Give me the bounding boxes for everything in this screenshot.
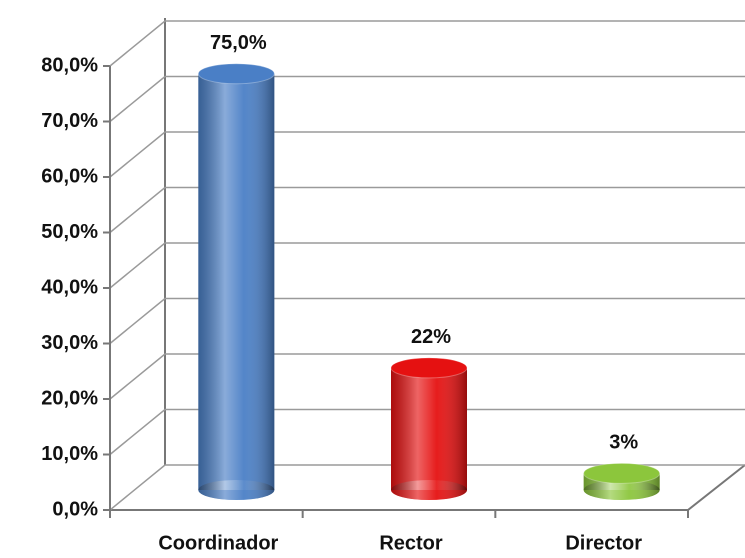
bar-shade — [391, 367, 467, 490]
bar-top — [197, 63, 275, 85]
grid-line — [109, 353, 745, 400]
grid-line — [109, 464, 745, 511]
grid-line — [109, 20, 745, 67]
x-tick-label: Rector — [379, 532, 443, 554]
y-tick-label: 0,0% — [52, 498, 98, 520]
value-label: 75,0% — [210, 32, 267, 54]
value-label: 22% — [411, 326, 451, 348]
grid-line — [109, 297, 745, 345]
bar-shade — [198, 73, 275, 490]
grid-line — [109, 408, 745, 456]
y-tick-label: 30,0% — [41, 332, 98, 354]
y-tick-label: 60,0% — [41, 165, 98, 187]
value-label: 3% — [609, 432, 638, 454]
bar-top — [583, 462, 661, 484]
y-tick-label: 20,0% — [41, 387, 98, 409]
x-tick-label: Coordinador — [158, 532, 278, 554]
y-tick-label: 40,0% — [41, 276, 98, 298]
grid-line — [109, 186, 745, 234]
x-tick-label: Director — [565, 532, 642, 554]
y-tick-label: 80,0% — [41, 54, 98, 76]
y-tick-label: 70,0% — [41, 110, 98, 132]
bar-top — [390, 357, 468, 379]
grid-line — [109, 242, 745, 289]
y-tick-label: 50,0% — [41, 221, 98, 243]
y-tick-label: 10,0% — [41, 443, 98, 465]
grid-line — [109, 131, 745, 178]
grid-line — [109, 75, 745, 123]
